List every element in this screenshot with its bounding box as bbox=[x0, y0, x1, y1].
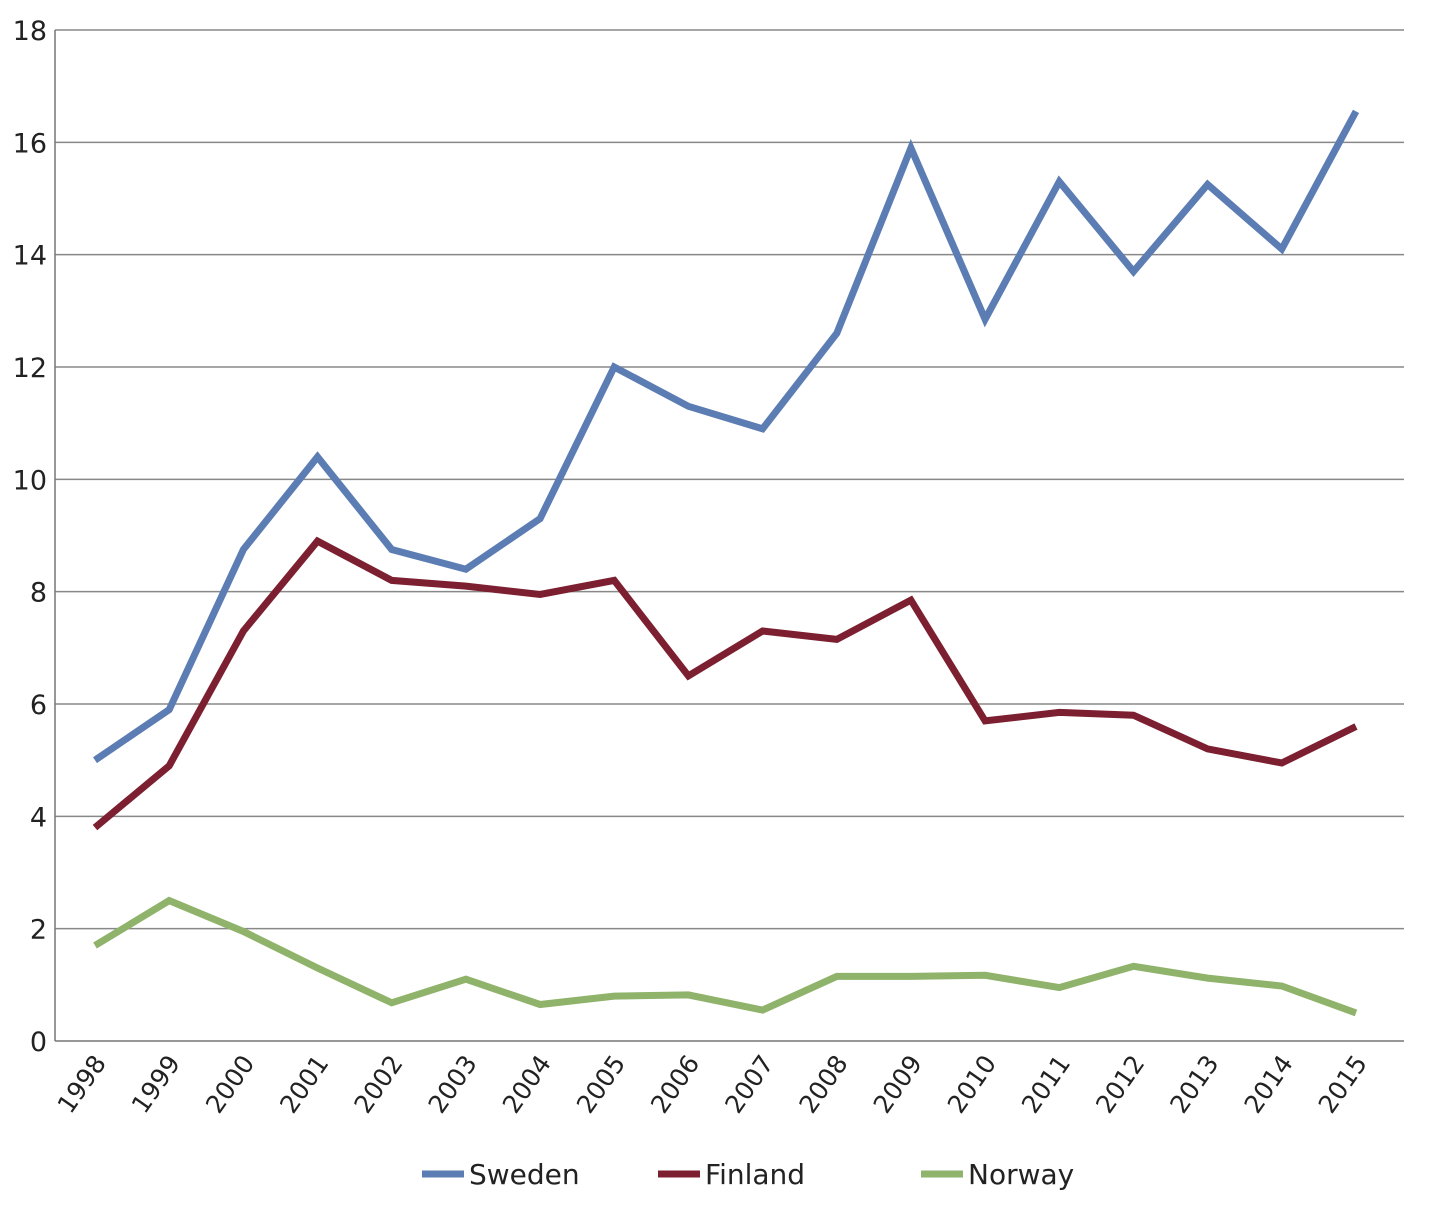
x-tick-label: 2015 bbox=[1313, 1050, 1373, 1119]
x-tick-label: 2012 bbox=[1090, 1050, 1150, 1119]
legend: Sweden Finland Norway bbox=[422, 1158, 1074, 1191]
series-line-norway bbox=[93, 896, 1358, 1017]
x-tick-label: 1998 bbox=[52, 1050, 112, 1119]
x-tick-label: 2008 bbox=[793, 1050, 853, 1119]
legend-item-finland: Finland bbox=[658, 1158, 805, 1191]
y-tick-label: 2 bbox=[30, 915, 47, 946]
x-tick-label: 2005 bbox=[571, 1050, 631, 1119]
x-tick-label: 2007 bbox=[719, 1050, 779, 1119]
x-tick-label: 2004 bbox=[497, 1050, 557, 1119]
legend-item-sweden: Sweden bbox=[422, 1158, 580, 1191]
y-tick-label: 4 bbox=[30, 802, 47, 833]
legend-label: Sweden bbox=[469, 1158, 580, 1191]
y-tick-label: 10 bbox=[13, 465, 47, 496]
y-axis-ticks: 0 2 4 6 8 10 12 14 16 18 bbox=[13, 16, 47, 1058]
y-tick-label: 6 bbox=[30, 690, 47, 721]
legend-item-norway: Norway bbox=[921, 1158, 1074, 1191]
x-tick-label: 2011 bbox=[1016, 1050, 1076, 1119]
x-tick-label: 2010 bbox=[942, 1050, 1002, 1119]
x-tick-label: 2002 bbox=[348, 1050, 408, 1119]
x-tick-label: 2013 bbox=[1164, 1050, 1224, 1119]
legend-label: Norway bbox=[968, 1158, 1074, 1191]
series-line-sweden bbox=[93, 109, 1360, 764]
x-tick-label: 2009 bbox=[868, 1050, 928, 1119]
y-tick-label: 0 bbox=[30, 1027, 47, 1058]
y-tick-label: 16 bbox=[13, 128, 47, 159]
x-tick-label: 2000 bbox=[200, 1050, 260, 1119]
x-tick-label: 2001 bbox=[274, 1050, 334, 1119]
y-tick-label: 12 bbox=[13, 353, 47, 384]
x-tick-label: 1999 bbox=[126, 1050, 186, 1119]
y-tick-label: 8 bbox=[30, 578, 47, 609]
y-tick-label: 18 bbox=[13, 16, 47, 47]
x-tick-label: 2014 bbox=[1238, 1050, 1298, 1119]
x-tick-label: 2006 bbox=[645, 1050, 705, 1119]
x-axis-ticks: 1998 1999 2000 2001 2002 2003 2004 2005 2006 2007… bbox=[52, 1050, 1373, 1119]
y-tick-label: 14 bbox=[13, 241, 47, 272]
legend-label: Finland bbox=[705, 1158, 805, 1191]
series-lines bbox=[92, 109, 1360, 1017]
gridlines bbox=[54, 29, 1404, 1042]
series-line-finland bbox=[92, 536, 1358, 831]
x-tick-label: 2003 bbox=[423, 1050, 483, 1119]
